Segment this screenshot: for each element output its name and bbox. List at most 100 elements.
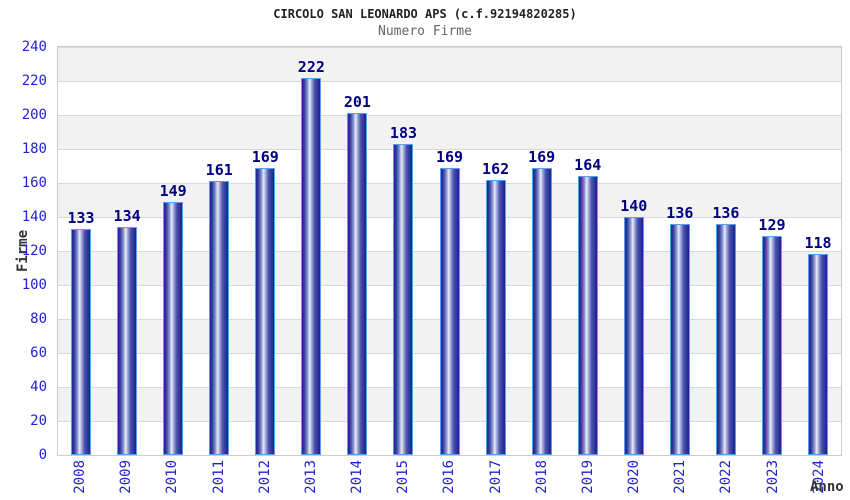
x-tick-label: 2014 [349,460,366,494]
bar-value-label: 201 [343,93,371,111]
bar-slot: 129 [749,47,795,455]
x-tick-label: 2023 [764,460,781,494]
y-tick-label: 40 [30,379,47,395]
bar [623,217,644,455]
x-tick-label: 2011 [210,460,227,494]
x-tick-slot: 2023 [750,460,796,500]
y-tick-label: 100 [21,277,47,293]
bar-slot: 136 [657,47,703,455]
bar [393,144,414,455]
x-axis-title: Anno [810,479,844,495]
x-tick-slot: 2009 [103,460,149,500]
x-tick-slot: 2013 [288,460,334,500]
bar-slot: 169 [427,47,473,455]
y-tick-label: 80 [30,311,47,327]
bar [255,168,276,455]
x-tick-slot: 2017 [473,460,519,500]
bar [808,254,829,455]
bar-slot: 169 [242,47,288,455]
bar [669,224,690,455]
x-tick-slot: 2011 [196,460,242,500]
bar-value-label: 169 [251,148,279,166]
bar [439,168,460,455]
x-tick-label: 2013 [302,460,319,494]
x-tick-slot: 2021 [657,460,703,500]
bar-value-label: 169 [528,148,556,166]
bar-value-label: 118 [804,234,832,252]
bar-value-label: 183 [389,124,418,142]
x-tick-slot: 2015 [380,460,426,500]
y-tick-label: 160 [21,175,47,191]
bar-value-label: 129 [758,216,786,234]
bar [761,236,782,455]
bar-value-label: 133 [67,209,95,227]
x-tick-slot: 2018 [519,460,565,500]
y-tick-label: 240 [21,39,47,55]
bar-value-label: 164 [574,156,602,174]
bar-slot: 222 [288,47,334,455]
x-tick-label: 2016 [441,460,458,494]
bar-slot: 149 [150,47,196,455]
bar-value-label: 140 [620,197,648,215]
chart-title: CIRCOLO SAN LEONARDO APS (c.f.9219482028… [273,7,577,21]
bar-value-label: 161 [205,161,233,179]
x-tick-slot: 2016 [426,460,472,500]
bar-slot: 140 [611,47,657,455]
bar-value-label: 134 [113,207,141,225]
y-tick-label: 200 [21,107,47,123]
bar [71,229,92,455]
bar-slot: 162 [473,47,519,455]
x-tick-slot: 2014 [334,460,380,500]
x-tick-label: 2018 [533,460,550,494]
bar [347,113,368,455]
x-tick-label: 2020 [626,460,643,494]
x-tick-label: 2015 [395,460,412,494]
y-tick-label: 20 [30,413,47,429]
y-tick-label: 60 [30,345,47,361]
bar-value-label: 136 [666,204,694,222]
bar [531,168,552,455]
bar-slot: 164 [565,47,611,455]
x-tick-slot: 2022 [703,460,749,500]
x-tick-slot: 2020 [611,460,657,500]
bar-value-label: 136 [712,204,740,222]
y-tick-label: 120 [21,243,47,259]
y-axis: 0 20 40 60 80 100 120 140 160 180 200 220 240 [0,39,47,463]
x-tick-slot: 2012 [242,460,288,500]
bar-value-label: 162 [482,160,510,178]
x-tick-label: 2019 [579,460,596,494]
x-tick-label: 2021 [672,460,689,494]
bar-slot: 134 [104,47,150,455]
bar [117,227,138,455]
x-tick-slot: 2008 [57,460,103,500]
x-tick-label: 2008 [72,460,89,494]
bar-slot: 169 [519,47,565,455]
plot-area: 133 134 149 161 169 222 201 183 169 162 169 164 140 1… [57,46,842,456]
bar-value-label: 149 [159,182,187,200]
bar [209,181,230,455]
bar [577,176,598,455]
y-tick-label: 140 [21,209,47,225]
x-tick-label: 2017 [487,460,504,494]
bar [301,78,322,455]
x-tick-label: 2022 [718,460,735,494]
bar [163,202,184,455]
bar [715,224,736,455]
x-tick-slot: 2010 [149,460,195,500]
bar-slot: 201 [334,47,380,455]
y-tick-label: 0 [38,447,47,463]
bar-slot: 161 [196,47,242,455]
chart-subtitle: Numero Firme [378,24,472,39]
bar-slot: 183 [380,47,426,455]
x-tick-label: 2010 [164,460,181,494]
x-tick-label: 2012 [256,460,273,494]
x-axis: 2008 2009 2010 2011 2012 2013 2014 2015 2016 2017… [57,460,842,500]
bar [485,180,506,455]
y-tick-label: 220 [21,73,47,89]
x-tick-slot: 2019 [565,460,611,500]
x-tick-label: 2009 [118,460,135,494]
bar-value-label: 222 [297,58,325,76]
bar-slot: 133 [58,47,104,455]
bar-slot: 136 [703,47,749,455]
